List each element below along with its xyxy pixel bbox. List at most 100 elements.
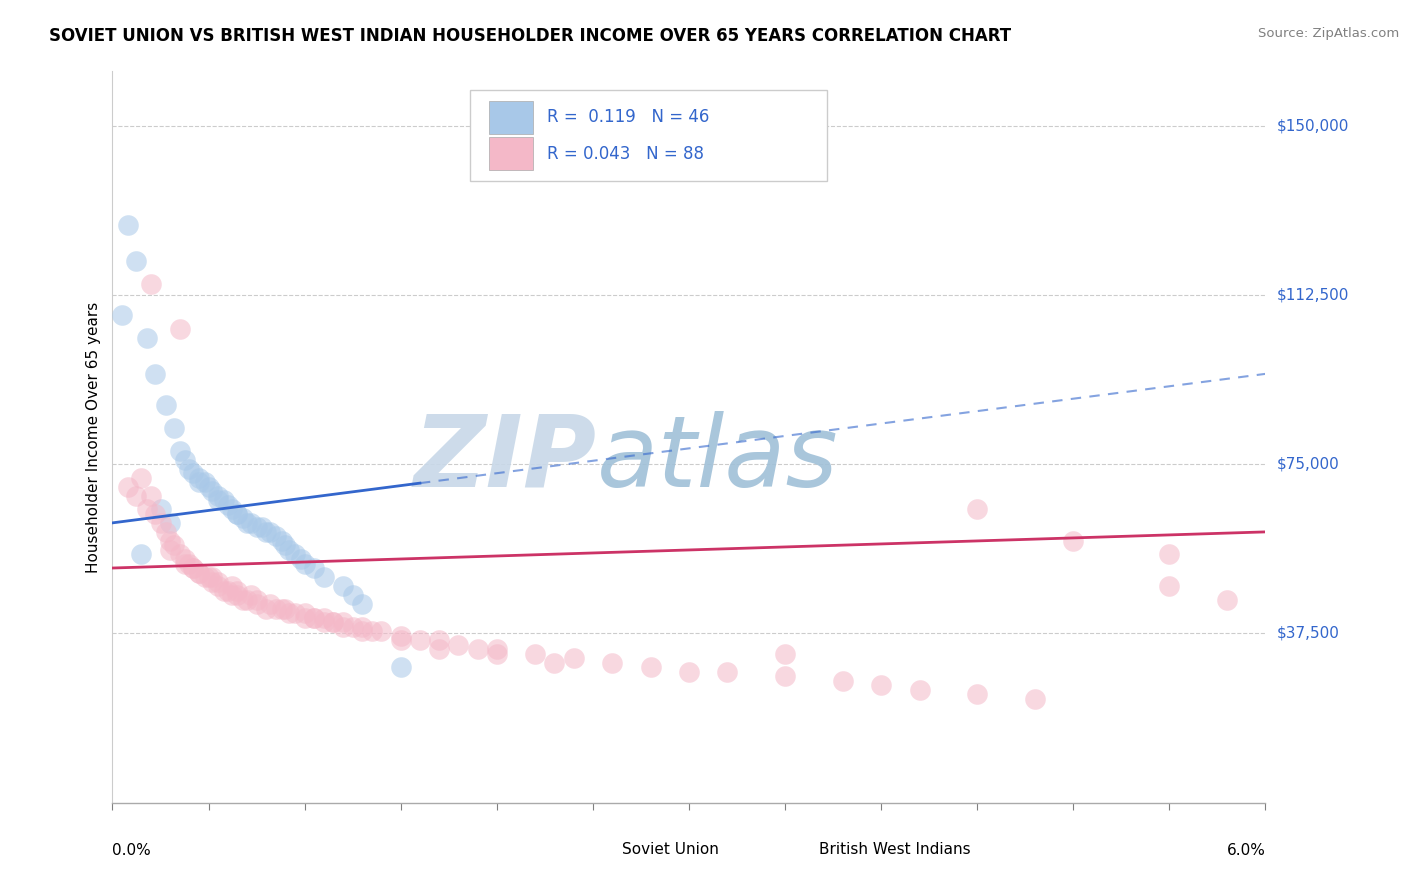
Point (427, 642, 450, 657)
Point (524, 647, 547, 661)
Point (966, 688, 988, 702)
Point (188, 471, 211, 485)
Point (278, 606, 301, 620)
Point (239, 516, 262, 530)
Point (870, 678, 893, 692)
Point (389, 633, 412, 648)
Point (236, 516, 259, 530)
Point (226, 507, 249, 521)
Point (259, 524, 281, 539)
Point (252, 520, 274, 534)
Point (254, 601, 277, 615)
Point (149, 502, 172, 516)
Text: $150,000: $150,000 (1277, 118, 1348, 133)
Point (179, 461, 201, 475)
Point (136, 331, 159, 345)
Point (332, 615, 354, 630)
Text: Soviet Union: Soviet Union (621, 842, 718, 857)
Text: $75,000: $75,000 (1277, 457, 1340, 472)
Point (129, 548, 153, 562)
Point (246, 592, 269, 607)
Point (226, 583, 249, 598)
Point (124, 489, 146, 503)
Point (246, 520, 269, 534)
Point (1062, 533, 1084, 548)
Point (467, 642, 489, 657)
Point (352, 624, 374, 639)
Point (124, 254, 146, 268)
Point (194, 570, 217, 584)
Point (640, 660, 662, 674)
Point (447, 638, 470, 652)
Point (274, 601, 297, 615)
Point (197, 480, 219, 494)
Point (174, 557, 197, 571)
Point (312, 610, 335, 624)
Point (188, 475, 211, 490)
Bar (782, 846, 810, 862)
Point (485, 647, 508, 661)
Point (239, 588, 262, 602)
Point (278, 543, 301, 558)
Point (201, 574, 224, 589)
Text: British West Indians: British West Indians (820, 842, 972, 857)
Point (226, 588, 249, 602)
Point (312, 570, 335, 584)
Point (179, 557, 201, 571)
Point (163, 421, 186, 435)
Point (181, 561, 204, 575)
Point (274, 538, 297, 552)
Point (212, 493, 235, 508)
Point (169, 548, 191, 562)
Text: R =  0.119   N = 46: R = 0.119 N = 46 (547, 109, 710, 127)
Point (1024, 692, 1046, 706)
Point (188, 566, 211, 580)
Point (389, 629, 412, 643)
Text: SOVIET UNION VS BRITISH WEST INDIAN HOUSEHOLDER INCOME OVER 65 YEARS CORRELATION: SOVIET UNION VS BRITISH WEST INDIAN HOUS… (49, 27, 1011, 45)
Point (966, 502, 988, 516)
Point (773, 647, 796, 661)
Text: 0.0%: 0.0% (112, 843, 152, 858)
Point (139, 277, 162, 291)
Point (284, 548, 307, 562)
Point (201, 570, 224, 584)
Point (111, 308, 134, 322)
Point (226, 507, 249, 521)
Point (543, 656, 565, 670)
Point (284, 606, 307, 620)
Text: Source: ZipAtlas.com: Source: ZipAtlas.com (1258, 27, 1399, 40)
Point (427, 633, 450, 648)
Bar (489, 101, 533, 134)
Point (332, 579, 354, 593)
Point (294, 606, 316, 620)
Point (197, 570, 219, 584)
Point (217, 583, 239, 598)
Point (207, 493, 229, 508)
Point (716, 665, 738, 679)
Point (370, 624, 392, 639)
Point (304, 561, 326, 575)
Point (342, 588, 364, 602)
Point (332, 620, 354, 634)
Point (270, 601, 292, 615)
Point (259, 597, 281, 611)
Point (201, 484, 224, 499)
Point (254, 524, 277, 539)
Point (352, 597, 374, 611)
Text: 6.0%: 6.0% (1226, 843, 1265, 858)
Point (174, 552, 197, 566)
Point (322, 615, 344, 630)
Point (773, 669, 796, 683)
Point (342, 620, 364, 634)
Point (221, 588, 243, 602)
Point (264, 601, 287, 615)
Point (143, 507, 166, 521)
Point (117, 480, 139, 494)
Point (270, 533, 292, 548)
Point (139, 489, 162, 503)
Text: R = 0.043   N = 88: R = 0.043 N = 88 (547, 145, 704, 163)
Text: ZIP: ZIP (413, 410, 596, 508)
Point (908, 682, 931, 697)
Point (174, 452, 197, 467)
Point (600, 656, 623, 670)
